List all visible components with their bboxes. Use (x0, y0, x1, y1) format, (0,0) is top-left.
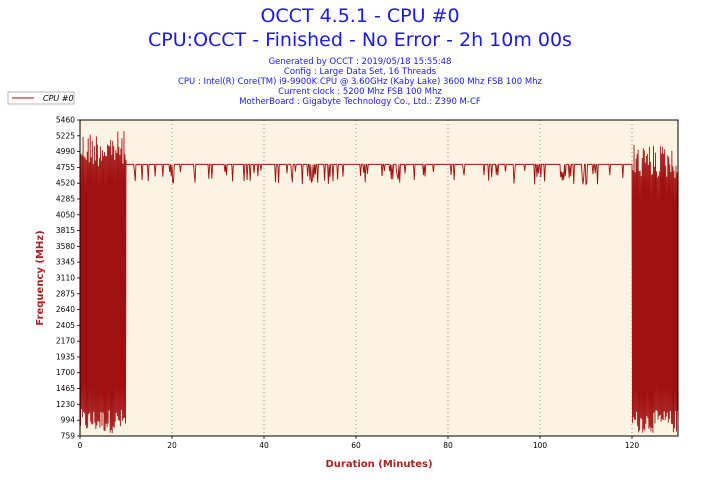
y-tick-label: 4520 (56, 179, 75, 188)
y-axis-label: Frequency (MHz) (35, 230, 46, 325)
x-tick-label: 40 (259, 441, 269, 450)
plot-area (80, 120, 678, 436)
y-tick-label: 1700 (56, 368, 75, 377)
legend-entry-cpu0: CPU #0 (43, 94, 74, 103)
y-tick-label: 994 (61, 416, 76, 425)
y-tick-label: 2875 (56, 289, 75, 298)
legend-box (7, 91, 75, 105)
y-tick-label: 3580 (56, 242, 75, 251)
y-tick-label: 4990 (56, 147, 75, 156)
legend: CPU #0 (7, 91, 75, 105)
x-tick-label: 120 (625, 441, 640, 450)
y-tick-label: 5225 (56, 131, 75, 140)
chart-title: OCCT 4.5.1 - CPU #0 (260, 5, 460, 27)
y-tick-label: 4285 (56, 194, 75, 203)
y-tick-label: 5460 (56, 116, 75, 125)
chart-subtitle: CPU:OCCT - Finished - No Error - 2h 10m … (148, 29, 572, 51)
x-tick-label: 100 (533, 441, 548, 450)
y-tick-label: 4755 (56, 163, 75, 172)
info-line-clock: Current clock : 5200 Mhz FSB 100 Mhz (278, 87, 442, 97)
y-tick-label: 2640 (56, 305, 75, 314)
y-axis-ticks: 759 994 1230 1465 1700 1935 2170 2405 2640 2875 31… (56, 116, 80, 441)
y-tick-label: 1230 (56, 400, 75, 409)
x-tick-label: 80 (443, 441, 453, 450)
info-line-cpu: CPU : Intel(R) Core(TM) i9-9900K CPU @ 3… (177, 77, 543, 87)
y-tick-label: 3815 (56, 226, 75, 235)
y-tick-label: 1465 (56, 384, 75, 393)
x-axis-label: Duration (Minutes) (325, 459, 432, 470)
x-tick-label: 0 (78, 441, 83, 450)
info-line-generated: Generated by OCCT : 2019/05/18 15:55:48 (268, 57, 452, 67)
x-tick-label: 60 (351, 441, 361, 450)
x-tick-label: 20 (167, 441, 177, 450)
y-tick-label: 2170 (56, 337, 75, 346)
x-axis-ticks: 0 20 40 60 80 100 120 (78, 436, 640, 450)
y-tick-label: 2405 (56, 321, 75, 330)
info-line-config: Config : Large Data Set, 16 Threads (283, 67, 437, 77)
y-tick-label: 4050 (56, 210, 75, 219)
series-line-cpu0 (79, 131, 679, 434)
info-line-motherboard: MotherBoard : Gigabyte Technology Co., L… (239, 97, 481, 107)
y-tick-label: 3345 (56, 258, 75, 267)
y-tick-label: 3110 (56, 273, 75, 282)
series-cpu0 (79, 131, 679, 434)
y-tick-label: 1935 (56, 352, 75, 361)
y-tick-label: 759 (61, 432, 76, 441)
